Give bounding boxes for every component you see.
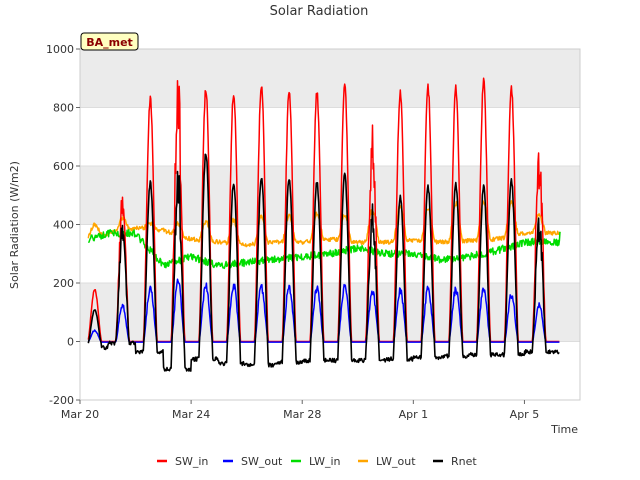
background-band [80,283,580,342]
station-badge-label: BA_met [86,36,133,49]
background-band [80,49,580,108]
station-badge-box [80,32,139,51]
plot-background-bands [80,49,580,342]
y-tick-label: 200 [53,277,74,290]
legend-label: SW_in [175,455,208,468]
x-tick-label: Mar 28 [283,408,321,421]
x-tick-label: Apr 1 [399,408,429,421]
y-tick-label: 600 [53,160,74,173]
legend-label: LW_in [309,455,341,468]
chart-title: Solar Radiation [270,4,369,19]
x-tick-label: Mar 24 [172,408,210,421]
series-lines [87,77,561,372]
legend: SW_in SW_out LW_in LW_out Rnet [157,455,477,468]
legend-label: SW_out [241,455,283,468]
y-tick-label: -200 [49,394,74,407]
series-line-lw-in [88,229,561,270]
x-tick-label: Apr 5 [510,408,540,421]
y-tick-label: 400 [53,219,74,232]
legend-label: Rnet [451,455,477,468]
legend-label: LW_out [376,455,416,468]
station-badge: BA_met [80,32,139,51]
y-tick-label: 1000 [46,43,74,56]
y-axis-label: Solar Radiation (W/m2) [8,161,21,289]
x-axis-label: Time [550,423,578,436]
x-axis-ticks: Mar 20 Mar 24 Mar 28 Apr 1 Apr 5 [61,400,539,421]
x-tick-label: Mar 20 [61,408,99,421]
y-tick-label: 0 [67,336,74,349]
background-band [80,166,580,225]
series-line-rnet [87,153,560,372]
y-axis-ticks: -200 0 200 400 600 800 1000 [46,43,80,407]
y-tick-label: 800 [53,102,74,115]
